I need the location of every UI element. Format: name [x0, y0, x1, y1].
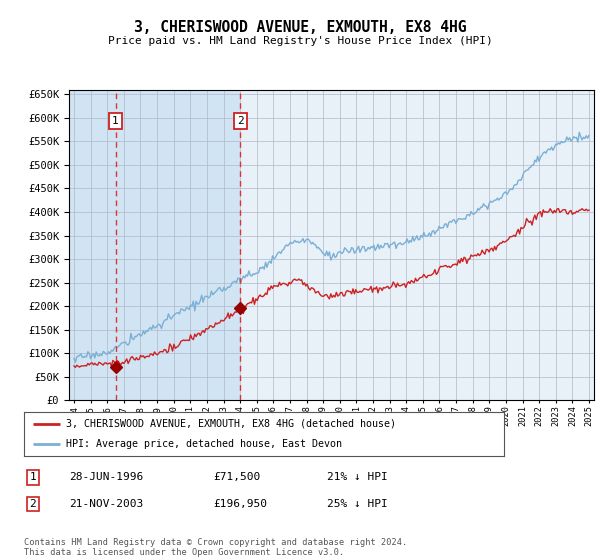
Text: £71,500: £71,500: [213, 472, 260, 482]
Text: 3, CHERISWOOD AVENUE, EXMOUTH, EX8 4HG: 3, CHERISWOOD AVENUE, EXMOUTH, EX8 4HG: [134, 20, 466, 35]
Text: 21-NOV-2003: 21-NOV-2003: [69, 499, 143, 509]
Text: 25% ↓ HPI: 25% ↓ HPI: [327, 499, 388, 509]
Text: £196,950: £196,950: [213, 499, 267, 509]
Text: 3, CHERISWOOD AVENUE, EXMOUTH, EX8 4HG (detached house): 3, CHERISWOOD AVENUE, EXMOUTH, EX8 4HG (…: [66, 419, 396, 429]
Text: 1: 1: [112, 116, 119, 125]
Text: HPI: Average price, detached house, East Devon: HPI: Average price, detached house, East…: [66, 439, 342, 449]
Text: 21% ↓ HPI: 21% ↓ HPI: [327, 472, 388, 482]
Text: Contains HM Land Registry data © Crown copyright and database right 2024.
This d: Contains HM Land Registry data © Crown c…: [24, 538, 407, 557]
Text: Price paid vs. HM Land Registry's House Price Index (HPI): Price paid vs. HM Land Registry's House …: [107, 36, 493, 46]
Text: 2: 2: [237, 116, 244, 125]
Text: 1: 1: [29, 472, 37, 482]
Text: 2: 2: [29, 499, 37, 509]
Text: 28-JUN-1996: 28-JUN-1996: [69, 472, 143, 482]
Bar: [69, 90, 240, 400]
